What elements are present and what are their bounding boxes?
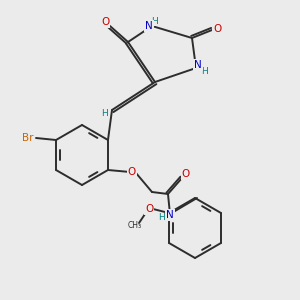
Text: O: O [182,169,190,179]
Text: H: H [159,214,165,223]
Text: O: O [145,204,153,214]
Text: N: N [194,60,202,70]
Text: O: O [213,24,221,34]
Text: O: O [128,167,136,177]
Text: O: O [101,17,109,27]
Text: Br: Br [22,133,34,143]
Text: H: H [151,16,158,26]
Text: N: N [145,21,153,31]
Text: H: H [100,110,107,118]
Text: CH₃: CH₃ [128,221,142,230]
Text: N: N [166,210,174,220]
Text: H: H [201,67,207,76]
